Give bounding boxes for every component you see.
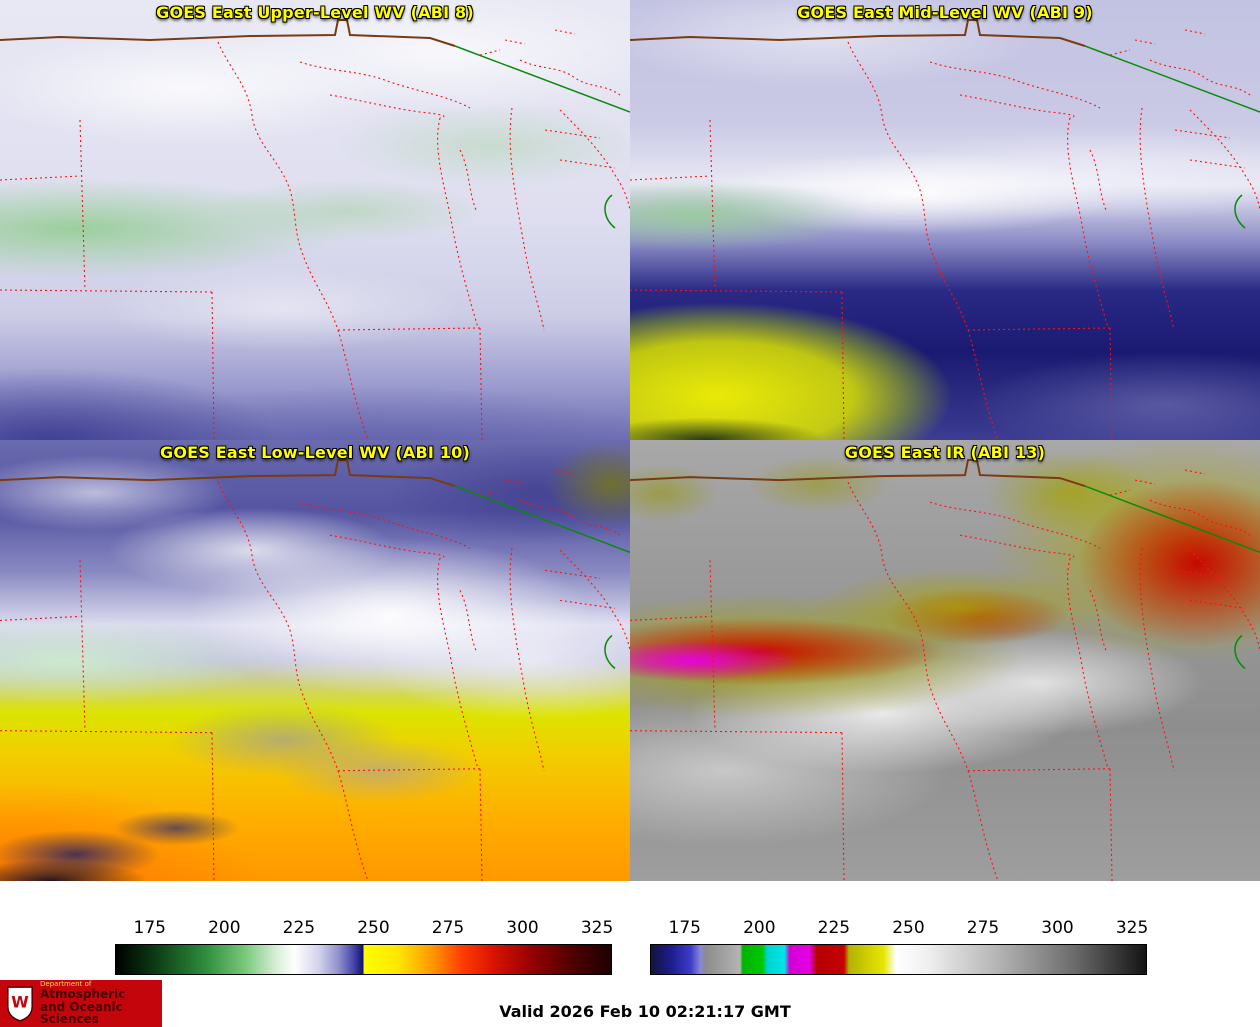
- state-boundaries-overlay: [0, 0, 630, 440]
- crest-letter: W: [11, 992, 29, 1011]
- tick-label: 275: [966, 918, 1000, 938]
- panel-low-level-wv: GOES East Low-Level WV (ABI 10): [0, 440, 630, 881]
- tick-label: 325: [1115, 918, 1149, 938]
- footer: 175 200 225 250 275 300 325 175 200 225 …: [0, 881, 1260, 1027]
- tick-label: 250: [357, 918, 390, 938]
- tick-label: 225: [817, 918, 851, 938]
- tick-label: 250: [892, 918, 925, 938]
- logo-dept-prefix: Department of: [40, 979, 92, 988]
- state-boundaries-overlay: [630, 0, 1260, 440]
- colorbar-gradient: [650, 944, 1147, 975]
- infrared-colorbar: 175 200 225 250 275 300 325: [650, 918, 1149, 975]
- logo-text: Department of Atmospheric and Oceanic Sc…: [40, 979, 156, 1027]
- valid-time-label: Valid 2026 Feb 10 02:21:17 GMT: [499, 1002, 791, 1021]
- panel-infrared: GOES East IR (ABI 13): [630, 440, 1260, 881]
- tick-label: 300: [1041, 918, 1074, 938]
- tick-label: 325: [580, 918, 614, 938]
- colorbar-gradient: [115, 944, 612, 975]
- panel-mid-level-wv: GOES East Mid-Level WV (ABI 9): [630, 0, 1260, 440]
- colorbar-tick-labels: 175 200 225 250 275 300 325: [115, 918, 614, 944]
- tick-label: 225: [282, 918, 316, 938]
- water-vapor-colorbar: 175 200 225 250 275 300 325: [115, 918, 614, 975]
- panel-title: GOES East Upper-Level WV (ABI 8): [156, 3, 474, 22]
- tick-label: 200: [208, 918, 241, 938]
- uw-crest-icon: W: [7, 986, 33, 1022]
- tick-label: 200: [743, 918, 776, 938]
- panel-title: GOES East Mid-Level WV (ABI 9): [797, 3, 1093, 22]
- tick-label: 300: [506, 918, 539, 938]
- logo-line1: Atmospheric: [40, 987, 126, 1002]
- colorbar-tick-labels: 175 200 225 250 275 300 325: [650, 918, 1149, 944]
- state-boundaries-overlay: [0, 440, 630, 881]
- satellite-panel-grid: GOES East Upper-Level WV (ABI 8) GOES Ea…: [0, 0, 1260, 881]
- tick-label: 175: [133, 918, 167, 938]
- panel-upper-level-wv: GOES East Upper-Level WV (ABI 8): [0, 0, 630, 440]
- tick-label: 275: [431, 918, 465, 938]
- uw-aos-logo: W Department of Atmospheric and Oceanic …: [0, 980, 162, 1027]
- panel-title: GOES East Low-Level WV (ABI 10): [159, 443, 470, 462]
- state-boundaries-overlay: [630, 440, 1260, 881]
- panel-title: GOES East IR (ABI 13): [844, 443, 1046, 462]
- tick-label: 175: [668, 918, 702, 938]
- logo-line2: and Oceanic Sciences: [40, 999, 123, 1027]
